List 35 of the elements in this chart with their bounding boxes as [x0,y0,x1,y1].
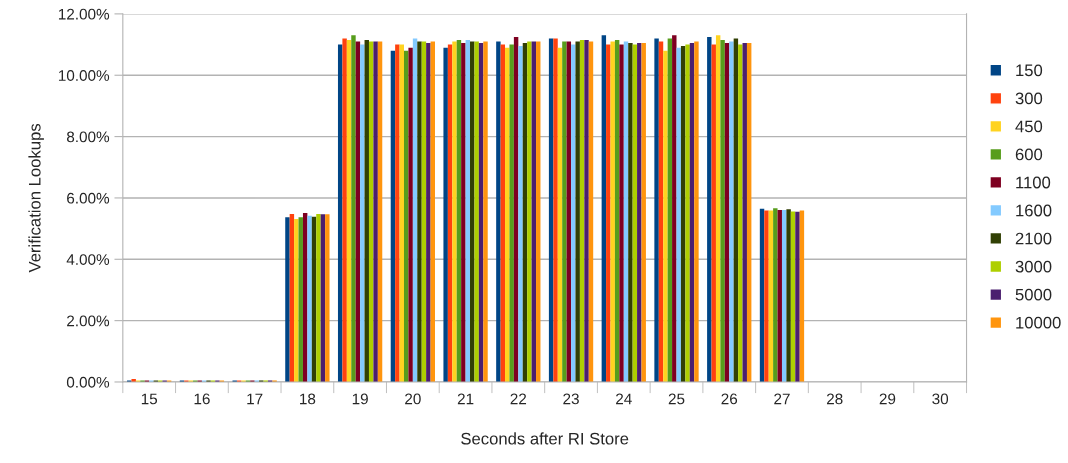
x-tick-label: 19 [352,393,368,405]
legend-label: 300 [1015,92,1043,105]
x-tick-label: 23 [563,393,579,405]
x-tick-label: 17 [247,393,263,405]
x-tick-label: 16 [194,393,210,405]
legend-label: 2100 [1015,232,1052,245]
x-tick-label: 27 [774,393,790,405]
x-tick-label: 30 [932,393,949,405]
x-tick-label: 15 [141,393,158,405]
y-tick-label: 6.00% [67,192,110,204]
y-tick-label: 0.00% [66,376,110,388]
x-tick-label: 25 [668,393,685,405]
x-tick-label: 26 [721,393,738,405]
y-tick-label: 4.00% [66,254,110,265]
x-tick-label: 28 [826,393,843,405]
x-tick-label: 29 [879,393,896,405]
x-tick-label: 21 [457,393,474,405]
legend-label: 5000 [1015,288,1052,301]
x-tick-label: 22 [510,393,527,405]
x-tick-label: 24 [616,393,632,405]
y-tick-label: 2.00% [67,315,110,327]
legend-label: 600 [1015,148,1043,161]
y-tick-label: 12.00% [58,8,110,20]
y-axis-title: Verification Lookups [28,123,44,273]
x-axis-title: Seconds after RI Store [461,432,629,445]
legend-label: 1600 [1016,204,1052,217]
x-tick-label: 20 [405,393,421,405]
y-tick-label: 10.00% [58,70,110,81]
legend-label: 1100 [1016,176,1051,189]
legend-label: 10000 [1016,316,1061,329]
legend-label: 150 [1016,64,1043,77]
legend-label: 450 [1015,120,1043,133]
legend-label: 3000 [1015,260,1052,273]
y-tick-label: 8.00% [66,131,110,143]
x-tick-label: 18 [300,393,316,405]
